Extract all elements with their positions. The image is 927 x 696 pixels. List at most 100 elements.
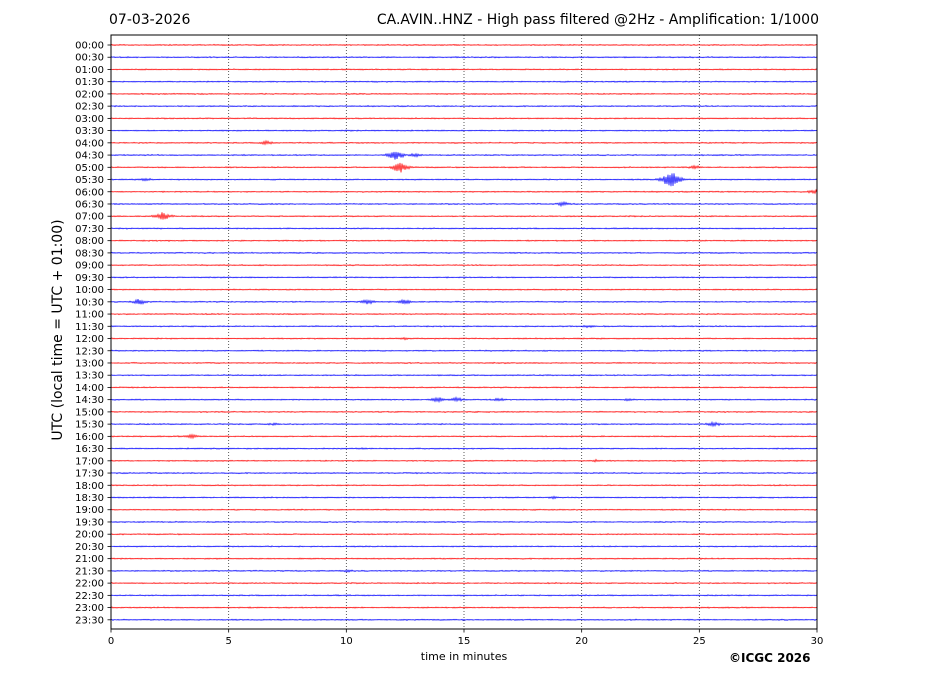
trace-0400 bbox=[110, 139, 818, 146]
trace-0230 bbox=[110, 104, 818, 108]
y-tick-label: 15:30 bbox=[75, 420, 104, 431]
y-tick-label: 18:30 bbox=[75, 493, 104, 504]
y-tick-label: 16:30 bbox=[75, 444, 104, 455]
trace-1400 bbox=[110, 386, 818, 389]
y-tick-label: 11:00 bbox=[75, 310, 104, 321]
trace-1030 bbox=[110, 298, 818, 305]
trace-1800 bbox=[110, 484, 818, 487]
trace-2200 bbox=[110, 581, 818, 585]
y-tick-label: 00:30 bbox=[75, 53, 104, 64]
y-tick-label: 19:30 bbox=[75, 517, 104, 528]
trace-1900 bbox=[110, 508, 818, 512]
x-tick-label: 20 bbox=[575, 636, 588, 647]
trace-0600 bbox=[110, 188, 818, 195]
y-tick-label: 10:30 bbox=[75, 297, 104, 308]
y-tick-label: 09:30 bbox=[75, 273, 104, 284]
y-tick-label: 19:00 bbox=[75, 505, 104, 516]
y-tick-label: 04:30 bbox=[75, 151, 104, 162]
vertical-gridlines bbox=[228, 35, 700, 629]
x-tick-label: 15 bbox=[458, 636, 471, 647]
trace-0530 bbox=[110, 173, 818, 187]
y-tick-label: 12:30 bbox=[75, 346, 104, 357]
x-tick-label: 25 bbox=[693, 636, 706, 647]
y-tick-label: 12:00 bbox=[75, 334, 104, 345]
y-tick-label: 01:30 bbox=[75, 77, 104, 88]
y-tick-label: 10:00 bbox=[75, 285, 104, 296]
trace-0200 bbox=[110, 92, 818, 96]
trace-0330 bbox=[110, 129, 818, 132]
x-tick-label: 30 bbox=[811, 636, 824, 647]
trace-2100 bbox=[110, 557, 818, 560]
y-tick-label: 14:30 bbox=[75, 395, 104, 406]
trace-0700 bbox=[110, 212, 818, 220]
seismic-traces bbox=[110, 43, 818, 622]
x-tick-label: 0 bbox=[108, 636, 114, 647]
trace-1200 bbox=[110, 336, 818, 341]
trace-0830 bbox=[110, 251, 818, 255]
y-tick-label: 04:00 bbox=[75, 138, 104, 149]
trace-1330 bbox=[110, 373, 818, 377]
y-tick-label: 00:00 bbox=[75, 41, 104, 52]
trace-1130 bbox=[110, 324, 818, 329]
x-axis-label: time in minutes bbox=[420, 650, 508, 663]
y-tick-label: 06:30 bbox=[75, 199, 104, 210]
trace-1100 bbox=[110, 312, 818, 316]
y-tick-label: 14:00 bbox=[75, 383, 104, 394]
trace-0630 bbox=[110, 200, 818, 208]
y-tick-label: 01:00 bbox=[75, 65, 104, 76]
y-tick-label: 02:00 bbox=[75, 89, 104, 100]
y-tick-label: 17:00 bbox=[75, 456, 104, 467]
y-tick-label: 23:00 bbox=[75, 603, 104, 614]
trace-0300 bbox=[110, 117, 818, 120]
trace-1300 bbox=[110, 361, 818, 365]
trace-0100 bbox=[110, 68, 818, 71]
y-tick-label: 11:30 bbox=[75, 322, 104, 333]
y-tick-label: 09:00 bbox=[75, 261, 104, 272]
y-tick-label: 05:30 bbox=[75, 175, 104, 186]
trace-1600 bbox=[110, 433, 818, 440]
y-tick-label: 20:00 bbox=[75, 530, 104, 541]
trace-1730 bbox=[110, 471, 818, 475]
y-tick-label: 08:30 bbox=[75, 248, 104, 259]
trace-0900 bbox=[110, 263, 818, 267]
y-tick-label: 03:30 bbox=[75, 126, 104, 137]
trace-0130 bbox=[110, 80, 818, 83]
y-tick-label: 21:30 bbox=[75, 566, 104, 577]
trace-0000 bbox=[110, 43, 818, 47]
trace-1500 bbox=[110, 410, 818, 414]
x-tick-label: 5 bbox=[225, 636, 231, 647]
y-tick-label: 21:00 bbox=[75, 554, 104, 565]
trace-1230 bbox=[110, 349, 818, 353]
trace-1830 bbox=[110, 495, 818, 500]
y-tick-label: 03:00 bbox=[75, 114, 104, 125]
trace-2230 bbox=[110, 594, 818, 597]
date-label: 07-03-2026 bbox=[109, 12, 191, 28]
y-tick-label: 06:00 bbox=[75, 187, 104, 198]
y-tick-label: 20:30 bbox=[75, 542, 104, 553]
trace-2330 bbox=[110, 618, 818, 622]
y-tick-label: 07:30 bbox=[75, 224, 104, 235]
trace-1630 bbox=[110, 447, 818, 450]
trace-0800 bbox=[110, 239, 818, 242]
chart-title: CA.AVIN..HNZ - High pass filtered @2Hz -… bbox=[376, 12, 819, 28]
y-tick-label: 07:00 bbox=[75, 212, 104, 223]
y-tick-label: 13:00 bbox=[75, 358, 104, 369]
trace-2300 bbox=[110, 606, 818, 609]
trace-2000 bbox=[110, 532, 818, 536]
trace-2130 bbox=[110, 569, 818, 573]
y-tick-label: 08:00 bbox=[75, 236, 104, 247]
trace-0730 bbox=[110, 227, 818, 230]
y-tick-label: 17:30 bbox=[75, 469, 104, 480]
y-tick-label: 16:00 bbox=[75, 432, 104, 443]
trace-1430 bbox=[110, 396, 818, 404]
y-tick-label: 23:30 bbox=[75, 615, 104, 626]
y-tick-label: 18:00 bbox=[75, 481, 104, 492]
trace-0030 bbox=[110, 55, 818, 59]
copyright-label: ©ICGC 2026 bbox=[729, 651, 811, 665]
trace-0500 bbox=[110, 162, 818, 173]
y-tick-label: 05:00 bbox=[75, 163, 104, 174]
trace-1000 bbox=[110, 288, 818, 291]
trace-0430 bbox=[110, 151, 818, 160]
y-tick-label: 22:30 bbox=[75, 591, 104, 602]
trace-1930 bbox=[110, 520, 818, 524]
